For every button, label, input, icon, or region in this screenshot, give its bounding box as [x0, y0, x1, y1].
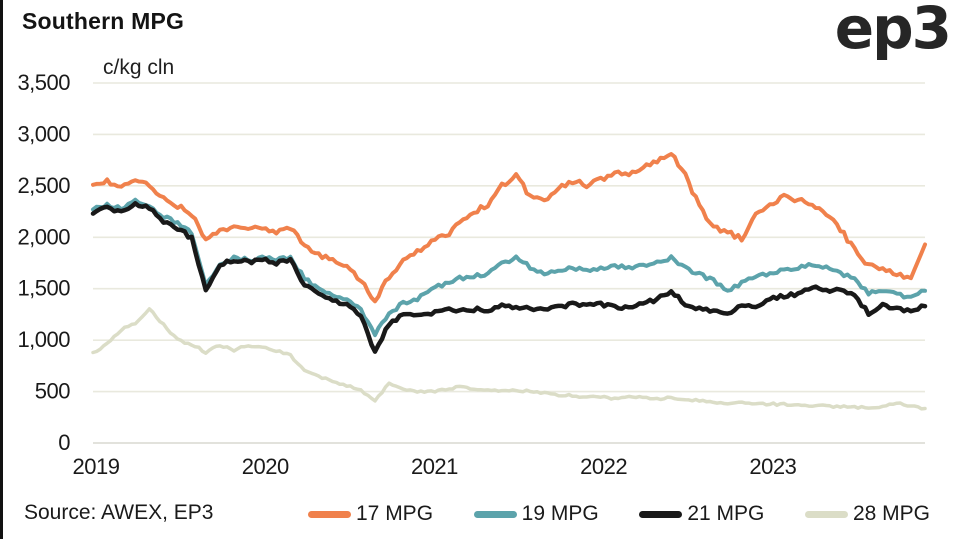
series-line-19-mpg: [91, 197, 927, 338]
x-axis-tick-label: 2019: [73, 454, 120, 479]
legend-item-17-mpg: 17 MPG: [308, 502, 433, 526]
x-axis-tick-label: 2023: [749, 454, 796, 479]
line-chart: 0 500 1,000 1,500 2,000 2,500 3,000 3,500 2019 20…: [17, 70, 928, 479]
page-title: Southern MPG: [22, 8, 185, 34]
y-axis-tick-label: 2,000: [17, 224, 70, 249]
legend-label: 17 MPG: [356, 502, 434, 525]
legend-label: 28 MPG: [852, 502, 930, 525]
legend: 17 MPG 19 MPG 21 MPG 28 MPG: [308, 497, 930, 531]
legend-swatch: [473, 510, 517, 518]
legend-item-19-mpg: 19 MPG: [473, 502, 599, 526]
y-axis-tick-label: 0: [58, 430, 70, 455]
y-axis-tick-label: 3,500: [17, 70, 70, 95]
y-axis-unit-label: c/kg cln: [103, 56, 175, 79]
x-axis-tick-label: 2022: [580, 454, 627, 479]
series-line-17-mpg: [91, 152, 927, 304]
y-axis-tick-label: 3,000: [17, 121, 70, 146]
series-line-28-mpg: [91, 307, 927, 411]
legend-swatch: [308, 510, 351, 518]
y-axis-tick-label: 2,500: [17, 173, 70, 198]
series-line-21-mpg: [90, 201, 928, 354]
legend-item-28-mpg: 28 MPG: [804, 502, 930, 526]
legend-swatch: [639, 510, 683, 518]
y-axis-tick-label: 500: [35, 379, 70, 404]
legend-label: 19 MPG: [521, 502, 599, 525]
legend-swatch: [804, 510, 848, 518]
chart-footer: Source: AWEX, EP3 17 MPG 19 MPG 21 MPG 28 M…: [3, 497, 962, 531]
x-axis-tick-label: 2021: [411, 454, 458, 479]
y-axis-tick-label: 1,500: [17, 276, 70, 301]
y-axis-tick-label: 1,000: [17, 327, 70, 352]
source-attribution: Source: AWEX, EP3: [24, 501, 214, 524]
legend-label: 21 MPG: [687, 502, 765, 525]
ep3-logo: ep3: [834, 0, 952, 62]
x-axis-tick-label: 2020: [242, 454, 289, 479]
legend-item-21-mpg: 21 MPG: [639, 502, 764, 526]
